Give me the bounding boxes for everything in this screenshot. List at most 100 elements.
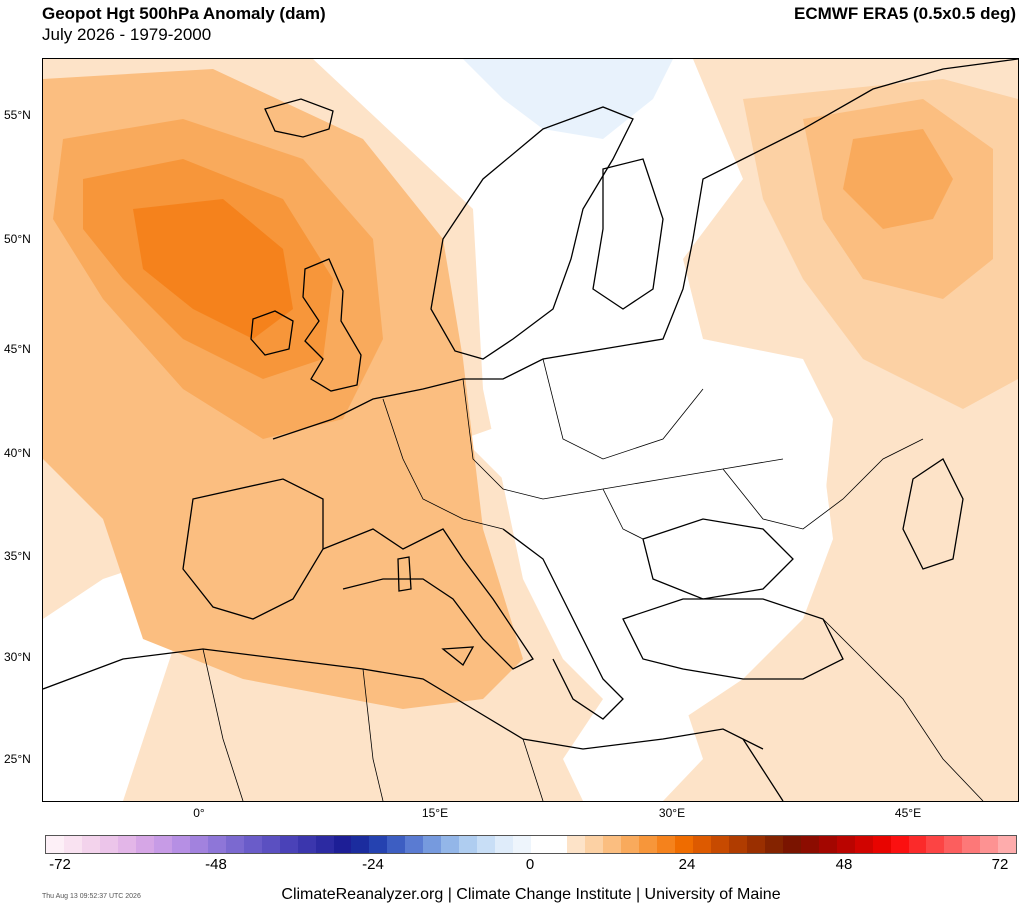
colorbar-tick-label: 48 — [835, 856, 853, 873]
colorbar-segment — [46, 836, 64, 853]
colorbar-segment — [674, 836, 693, 853]
anomaly-neutral-central — [463, 339, 833, 639]
anomaly-neutral-sahara — [563, 699, 703, 801]
lat-label-30: 30°N — [4, 650, 31, 664]
lon-label-45e: 45°E — [894, 806, 922, 820]
sicily-outline — [441, 646, 475, 666]
data-source: ECMWF ERA5 (0.5x0.5 deg) — [794, 4, 1016, 23]
red-sea-outline — [742, 738, 784, 801]
colorbar-tick-label: 24 — [678, 856, 696, 873]
generated-timestamp: Thu Aug 13 09:52:37 UTC 2026 — [42, 893, 141, 900]
colorbar-segment — [171, 836, 190, 853]
colorbar-segment — [656, 836, 675, 853]
lat-label-25: 25°N — [4, 752, 31, 766]
anomaly-east-peak — [843, 129, 953, 229]
border-line — [202, 648, 244, 801]
colorbar-segment — [117, 836, 136, 853]
colorbar-segment — [423, 836, 442, 853]
colorbar-segment — [225, 836, 244, 853]
colorbar-segment — [585, 836, 604, 853]
lat-label-35: 35°N — [4, 549, 31, 563]
colorbar-segment — [908, 836, 927, 853]
colorbar-segment — [692, 836, 711, 853]
colorbar-segment — [477, 836, 496, 853]
footer-credits: ClimateReanalyzer.org | Climate Change I… — [281, 886, 781, 903]
colorbar-segment — [531, 836, 550, 853]
great-britain-outline — [302, 258, 362, 392]
map-subtitle: July 2026 - 1979-2000 — [42, 25, 212, 44]
colorbar-segment — [854, 836, 873, 853]
colorbar-segment — [243, 836, 262, 853]
lat-label-50: 50°N — [4, 232, 31, 246]
iceland-outline — [264, 98, 334, 138]
colorbar-segment — [890, 836, 909, 853]
colorbar-segment — [459, 836, 478, 853]
anomaly-negative-north — [463, 59, 673, 139]
colorbar-segment — [189, 836, 208, 853]
scandinavia-outline — [430, 106, 634, 360]
colorbar-tick-label: -48 — [205, 856, 227, 873]
colorbar-segment — [297, 836, 316, 853]
coastlines — [43, 59, 1018, 801]
colorbar-segment — [710, 836, 729, 853]
border-line — [722, 438, 924, 530]
black-sea-outline — [642, 518, 794, 600]
colorbar-segment — [513, 836, 532, 853]
colorbar-segment — [818, 836, 837, 853]
colorbar-segment — [495, 836, 514, 853]
colorbar-segment — [638, 836, 657, 853]
lon-label-15e: 15°E — [421, 806, 449, 820]
colorbar-segment — [926, 836, 945, 853]
colorbar-segment — [207, 836, 226, 853]
country-borders — [202, 358, 984, 801]
colorbar-segment — [405, 836, 424, 853]
colorbar-segment — [441, 836, 460, 853]
colorbar-segment — [603, 836, 621, 853]
ireland-outline — [250, 310, 294, 356]
border-line — [462, 378, 784, 500]
border-line — [542, 358, 704, 460]
colorbar-segment — [944, 836, 963, 853]
colorbar-segment — [549, 836, 568, 853]
anomaly-fields — [43, 59, 1018, 801]
colorbar-tick-label: -24 — [362, 856, 384, 873]
colorbar-segment — [153, 836, 172, 853]
colorbar-segment — [764, 836, 783, 853]
colorbar-tick-label: 72 — [991, 856, 1009, 873]
lat-label-45: 45°N — [4, 342, 31, 356]
colorbar-segment — [728, 836, 747, 853]
colorbar-segment — [567, 836, 586, 853]
caspian-sea-outline — [902, 458, 964, 570]
colorbar-segment — [369, 836, 388, 853]
colorbar-segment — [135, 836, 154, 853]
colorbar-segment — [81, 836, 100, 853]
lat-label-40: 40°N — [4, 446, 31, 460]
border-line — [362, 668, 384, 801]
colorbar-tick-label: 0 — [525, 856, 535, 873]
colorbar-segment — [279, 836, 298, 853]
sardinia-outline — [397, 556, 412, 592]
colorbar-segment — [621, 836, 639, 853]
colorbar-segment — [962, 836, 981, 853]
europe-mainland-outline — [272, 59, 1018, 440]
colorbar-segment — [746, 836, 765, 853]
colorbar-segment — [333, 836, 352, 853]
lon-label-30e: 30°E — [658, 806, 686, 820]
colorbar-segment — [800, 836, 819, 853]
anatolia-outline — [622, 598, 844, 680]
colorbar-tick-label: -72 — [49, 856, 71, 873]
colorbar-segment — [387, 836, 406, 853]
iberia-outline — [182, 478, 324, 620]
colorbar-segment — [315, 836, 334, 853]
lon-label-0: 0° — [193, 806, 205, 820]
balkans-outline — [502, 528, 624, 720]
colorbar-segment — [836, 836, 855, 853]
map-panel — [42, 58, 1019, 802]
map-title: Geopot Hgt 500hPa Anomaly (dam) — [42, 4, 326, 23]
colorbar-segment — [872, 836, 891, 853]
border-line — [522, 738, 544, 801]
colorbar-segment — [351, 836, 370, 853]
lat-label-55: 55°N — [4, 108, 31, 122]
colorbar-segment — [998, 836, 1017, 853]
colorbar-segment — [980, 836, 999, 853]
